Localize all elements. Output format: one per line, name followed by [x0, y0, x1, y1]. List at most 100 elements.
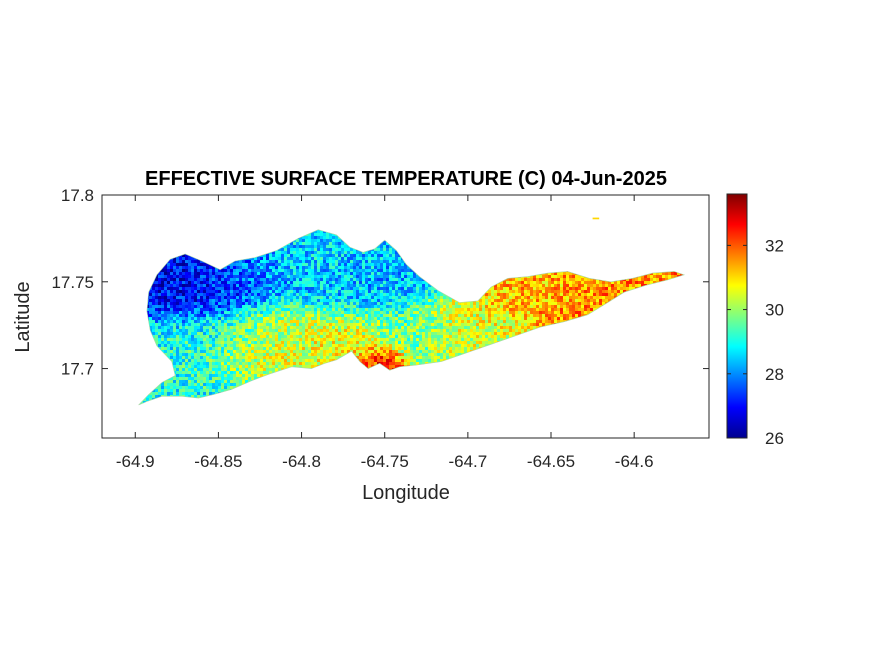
heatmap-cell: [266, 320, 269, 323]
heatmap-cell: [206, 308, 209, 311]
heatmap-cell: [305, 254, 308, 257]
heatmap-cell: [290, 344, 293, 347]
heatmap-cell: [272, 365, 275, 368]
heatmap-cell: [278, 290, 281, 293]
heatmap-cell: [353, 332, 356, 335]
heatmap-cell: [212, 272, 215, 275]
heatmap-cell: [338, 254, 341, 257]
heatmap-cell: [311, 350, 314, 353]
heatmap-cell: [236, 365, 239, 368]
heatmap-cell: [191, 299, 194, 302]
heatmap-cell: [185, 347, 188, 350]
heatmap-cell: [218, 380, 221, 383]
heatmap-cell: [194, 320, 197, 323]
heatmap-cell: [242, 362, 245, 365]
heatmap-cell: [233, 293, 236, 296]
heatmap-cell: [218, 347, 221, 350]
heatmap-cell: [248, 284, 251, 287]
heatmap-cell: [182, 380, 185, 383]
heatmap-cell: [299, 329, 302, 332]
heatmap-cell: [146, 308, 149, 311]
heatmap-cell: [302, 254, 305, 257]
heatmap-cell: [149, 290, 152, 293]
heatmap-cell: [170, 308, 173, 311]
heatmap-cell: [248, 305, 251, 308]
heatmap-cell: [203, 392, 206, 395]
heatmap-cell: [338, 308, 341, 311]
heatmap-cell: [182, 371, 185, 374]
heatmap-cell: [233, 305, 236, 308]
heatmap-cell: [263, 296, 266, 299]
heatmap-cell: [314, 278, 317, 281]
heatmap-cell: [221, 293, 224, 296]
heatmap-cell: [347, 335, 350, 338]
heatmap-cell: [188, 263, 191, 266]
heatmap-cell: [227, 314, 230, 317]
heatmap-cell: [197, 380, 200, 383]
heatmap-cell: [227, 383, 230, 386]
heatmap-cell: [182, 326, 185, 329]
heatmap-cell: [170, 314, 173, 317]
heatmap-cell: [275, 308, 278, 311]
heatmap-cell: [305, 296, 308, 299]
heatmap-cell: [299, 338, 302, 341]
heatmap-cell: [185, 305, 188, 308]
heatmap-cell: [179, 308, 182, 311]
heatmap-cell: [173, 332, 176, 335]
heatmap-cell: [164, 353, 167, 356]
heatmap-cell: [317, 263, 320, 266]
heatmap-cell: [227, 344, 230, 347]
heatmap-cell: [323, 257, 326, 260]
heatmap-cell: [206, 344, 209, 347]
heatmap-cell: [290, 299, 293, 302]
heatmap-cell: [212, 290, 215, 293]
heatmap-cell: [194, 284, 197, 287]
heatmap-cell: [326, 290, 329, 293]
heatmap-cell: [320, 341, 323, 344]
heatmap-cell: [236, 371, 239, 374]
heatmap-cell: [266, 269, 269, 272]
heatmap-cell: [173, 317, 176, 320]
heatmap-cell: [212, 278, 215, 281]
heatmap-cell: [344, 272, 347, 275]
heatmap-cell: [209, 338, 212, 341]
heatmap-cell: [314, 359, 317, 362]
heatmap-cell: [278, 320, 281, 323]
heatmap-cell: [182, 281, 185, 284]
heatmap-cell: [218, 287, 221, 290]
heatmap-cell: [200, 260, 203, 263]
heatmap-cell: [221, 305, 224, 308]
heatmap-cell: [314, 302, 317, 305]
heatmap-cell: [305, 266, 308, 269]
heatmap-cell: [329, 239, 332, 242]
heatmap-cell: [200, 311, 203, 314]
heatmap-cell: [155, 389, 158, 392]
heatmap-cell: [254, 257, 257, 260]
heatmap-cell: [170, 275, 173, 278]
heatmap-cell: [305, 275, 308, 278]
heatmap-cell: [323, 251, 326, 254]
heatmap-cell: [197, 287, 200, 290]
heatmap-cell: [302, 329, 305, 332]
heatmap-cell: [320, 305, 323, 308]
heatmap-cell: [281, 314, 284, 317]
heatmap-cell: [332, 272, 335, 275]
heatmap-cell: [260, 278, 263, 281]
heatmap-cell: [230, 365, 233, 368]
heatmap-cell: [311, 242, 314, 245]
heatmap-cell: [341, 344, 344, 347]
heatmap-cell: [272, 317, 275, 320]
heatmap-cell: [329, 266, 332, 269]
heatmap-cell: [218, 371, 221, 374]
heatmap-cell: [236, 269, 239, 272]
heatmap-cell: [155, 299, 158, 302]
heatmap-cell: [206, 374, 209, 377]
heatmap-cell: [236, 290, 239, 293]
heatmap-cell: [299, 335, 302, 338]
heatmap-cell: [218, 284, 221, 287]
heatmap-cell: [215, 335, 218, 338]
heatmap-cell: [293, 317, 296, 320]
heatmap-cell: [179, 293, 182, 296]
heatmap-cell: [200, 335, 203, 338]
heatmap-cell: [167, 305, 170, 308]
